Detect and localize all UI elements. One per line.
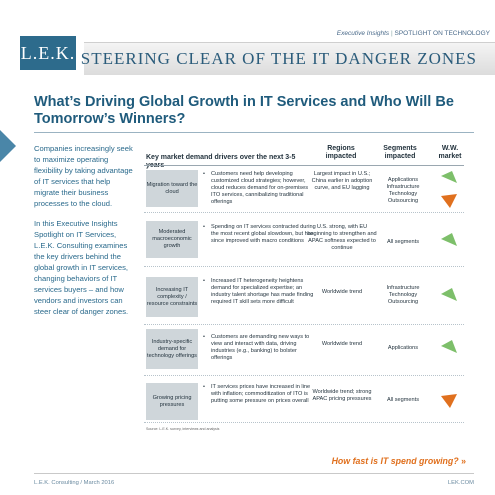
segments-impacted: Infrastructure Technology Outsourcing — [386, 285, 420, 305]
row-divider — [144, 266, 464, 267]
col-header-ww-market: W.W. market — [438, 145, 462, 160]
driver-detail: • Increased IT heterogeneity heightens de… — [203, 278, 316, 306]
ww-market-up-arrow-icon — [441, 171, 457, 183]
driver-detail: • Customers need help developing customiz… — [203, 171, 316, 206]
double-chevron-icon: » — [461, 456, 466, 466]
regions-impacted: Worldwide trend — [321, 341, 363, 347]
title-banner: STEERING CLEAR OF THE IT DANGER ZONES — [80, 42, 495, 75]
driver-label: Industry-specific demand for technology … — [146, 329, 198, 369]
driver-detail-text: IT services prices have increased in lin… — [211, 384, 311, 404]
driver-detail: • Customers are demanding new ways to vie… — [203, 334, 316, 362]
triangle-marker-icon — [0, 130, 16, 162]
regions-impacted: Largest impact in U.S.; China earlier in… — [311, 171, 373, 191]
row-divider — [144, 324, 464, 325]
lek-logo: L.E.K. — [20, 36, 76, 70]
driver-detail-text: Spending on IT services contracted durin… — [211, 224, 316, 244]
ww-market-up-arrow-icon — [441, 233, 457, 246]
regions-impacted: Worldwide trend — [321, 289, 363, 295]
intro-paragraph-1: Companies increasingly seek to maximize … — [34, 144, 133, 208]
row-divider — [144, 212, 464, 213]
footer-credit: L.E.K. Consulting / March 2016 — [34, 480, 115, 486]
next-page-link[interactable]: How fast is IT spend growing? » — [280, 456, 466, 466]
intro-paragraph-2: In this Executive Insights Spotlight on … — [34, 219, 129, 316]
driver-detail: • IT services prices have increased in li… — [203, 384, 316, 405]
footer-website-link[interactable]: LEK.COM — [447, 480, 474, 486]
banner-title: STEERING CLEAR OF THE IT DANGER ZONES — [80, 49, 477, 68]
regions-impacted: U.S. strong, with EU beginning to streng… — [307, 224, 377, 251]
row-divider — [144, 422, 464, 423]
segments-impacted: All segments — [386, 397, 420, 403]
section-label: Executive Insights — [336, 30, 390, 37]
header-separator: | — [391, 30, 393, 37]
driver-label: Migration toward the cloud — [146, 170, 198, 207]
col-header-segments: Segments impacted — [383, 145, 417, 160]
table-header-rule — [144, 165, 464, 166]
heading-divider — [34, 132, 474, 133]
page-title: What’s Driving Global Growth in IT Servi… — [34, 94, 454, 127]
footer-divider — [34, 473, 474, 474]
ww-market-up-arrow-icon — [441, 340, 457, 353]
next-page-question: How fast is IT spend growing? — [331, 456, 459, 466]
source-note: Source: L.E.K. survey, interviews and an… — [146, 427, 220, 431]
row-divider — [144, 375, 464, 376]
segments-impacted: Applications Infrastructure Technology O… — [386, 177, 420, 204]
col-header-drivers: Key market demand drivers over the next … — [146, 154, 296, 169]
driver-detail-text: Increased IT heterogeneity heightens dem… — [211, 278, 314, 305]
ww-market-down-arrow-icon — [441, 394, 457, 408]
spotlight-label: SPOTLIGHT ON TECHNOLOGY — [394, 30, 490, 37]
segments-impacted: Applications — [387, 345, 419, 351]
col-header-regions: Regions impacted — [325, 145, 357, 160]
intro-text: Companies increasingly seek to maximize … — [34, 143, 134, 326]
segments-impacted: All segments — [386, 239, 420, 245]
ww-market-down-arrow-icon — [441, 194, 457, 208]
ww-market-up-arrow-icon — [441, 288, 457, 301]
regions-impacted: Worldwide trend; strong APAC pricing pre… — [312, 389, 372, 402]
driver-label: Growing pricing pressures — [146, 383, 198, 420]
driver-label: Moderated macroeconomic growth — [146, 221, 198, 258]
driver-detail-text: Customers are demanding new ways to view… — [211, 334, 310, 361]
driver-detail-text: Customers need help developing customize… — [211, 171, 309, 205]
driver-label: Increasing IT complexity / resource cons… — [146, 277, 198, 317]
header-kicker: Executive Insights | SPOTLIGHT ON TECHNO… — [320, 30, 490, 37]
driver-detail: • Spending on IT services contracted duri… — [203, 224, 316, 244]
